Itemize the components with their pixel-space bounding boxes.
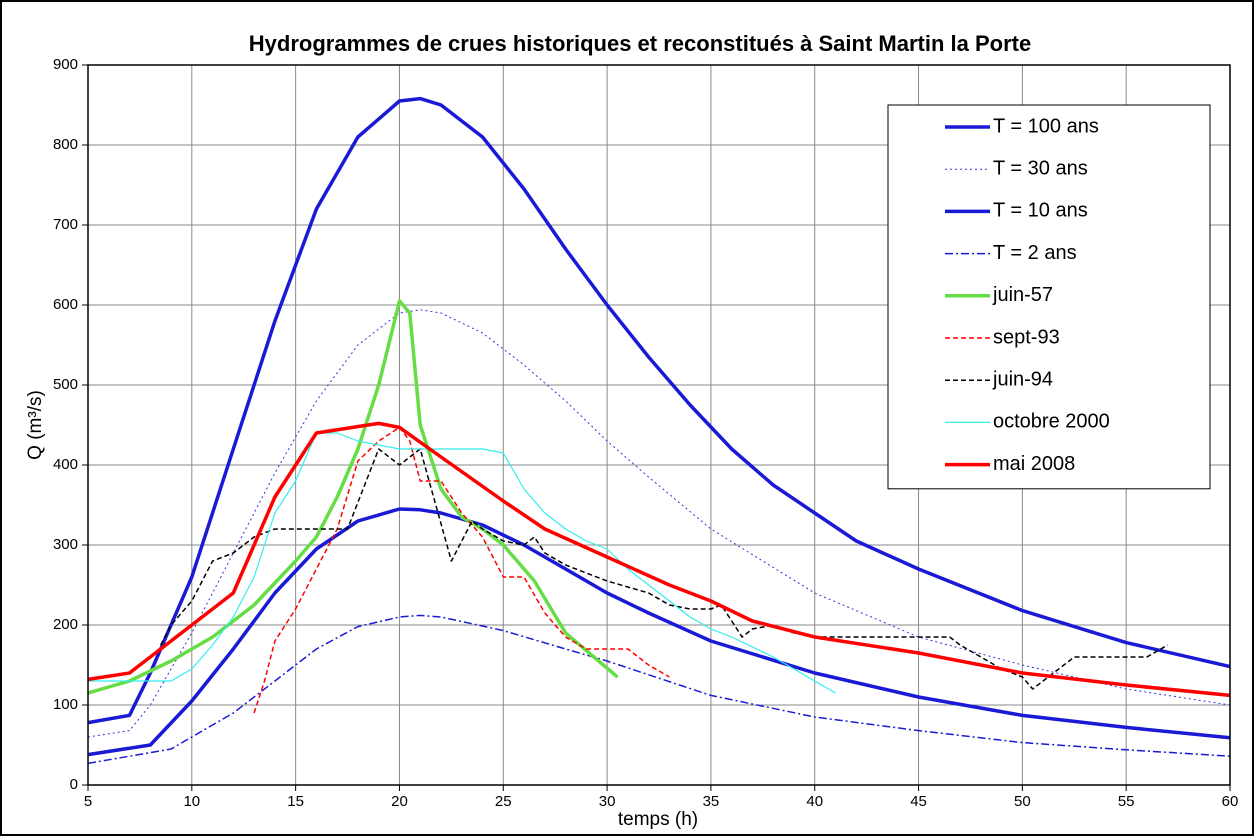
x-tick-label: 50 <box>1014 793 1031 810</box>
legend-label: T = 10 ans <box>993 200 1088 222</box>
plot-border <box>87 64 1231 786</box>
series-line <box>87 614 1231 765</box>
x-tick-label: 20 <box>391 793 408 810</box>
series-line <box>87 421 1231 698</box>
series-line <box>87 96 1231 725</box>
chart-title: Hydrogrammes de crues historiques et rec… <box>249 31 1031 56</box>
legend-box <box>887 104 1211 490</box>
x-tick-label: 10 <box>183 793 200 810</box>
series-line <box>160 448 1169 690</box>
series-line <box>253 426 670 714</box>
y-tick-label: 700 <box>53 216 78 233</box>
legend-label: juin-94 <box>992 368 1053 390</box>
legend-label: T = 2 ans <box>993 242 1077 264</box>
y-tick-label: 100 <box>53 696 78 713</box>
x-tick-label: 35 <box>703 793 720 810</box>
legend-label: sept-93 <box>993 326 1060 348</box>
y-tick-label: 900 <box>53 56 78 73</box>
legend-label: juin-57 <box>992 284 1053 306</box>
series-line <box>87 507 1231 757</box>
legend-label: T = 30 ans <box>993 157 1088 179</box>
y-tick-label: 400 <box>53 456 78 473</box>
y-tick-label: 0 <box>70 776 78 793</box>
x-axis-label: temps (h) <box>618 809 698 830</box>
x-tick-label: 25 <box>495 793 512 810</box>
series-line <box>88 432 836 694</box>
series-line <box>87 299 619 695</box>
x-tick-label: 15 <box>287 793 304 810</box>
x-tick-label: 45 <box>910 793 927 810</box>
y-tick-label: 300 <box>53 536 78 553</box>
x-tick-label: 55 <box>1118 793 1135 810</box>
y-axis-label: Q (m³/s) <box>25 390 46 460</box>
y-tick-label: 800 <box>53 136 78 153</box>
y-tick-label: 200 <box>53 616 78 633</box>
x-tick-label: 5 <box>84 793 92 810</box>
x-tick-label: 60 <box>1222 793 1239 810</box>
series-line <box>87 309 1231 738</box>
y-tick-label: 500 <box>53 376 78 393</box>
y-tick-label: 600 <box>53 296 78 313</box>
legend-label: octobre 2000 <box>993 411 1110 433</box>
x-tick-label: 30 <box>599 793 616 810</box>
x-tick-label: 40 <box>806 793 823 810</box>
legend-label: mai 2008 <box>993 453 1075 475</box>
legend-label: T = 100 ans <box>993 115 1099 137</box>
